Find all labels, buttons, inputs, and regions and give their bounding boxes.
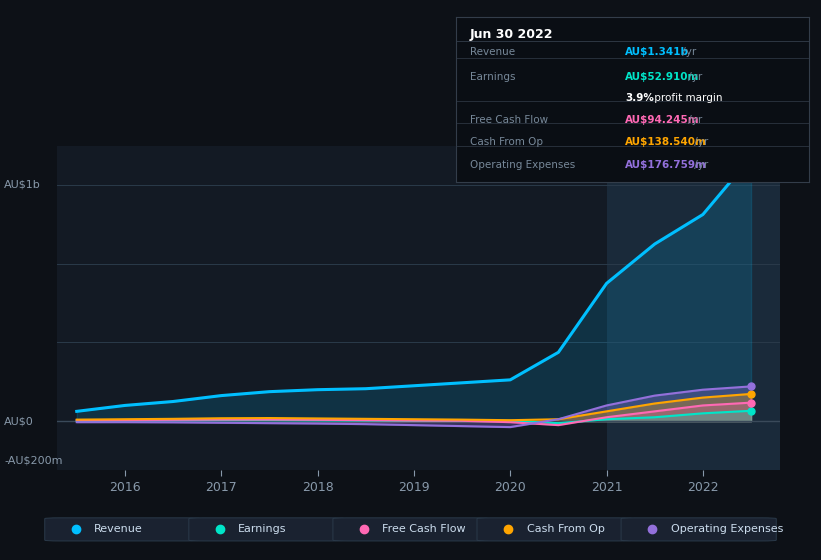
Text: Operating Expenses: Operating Expenses [470, 160, 575, 170]
FancyBboxPatch shape [189, 518, 344, 541]
Text: 3.9%: 3.9% [625, 93, 654, 103]
Text: Cash From Op: Cash From Op [526, 524, 604, 534]
FancyBboxPatch shape [333, 518, 488, 541]
FancyBboxPatch shape [621, 518, 777, 541]
Text: Revenue: Revenue [94, 524, 143, 534]
Text: AU$0: AU$0 [4, 416, 34, 426]
Text: AU$94.245m: AU$94.245m [625, 115, 699, 125]
Text: AU$52.910m: AU$52.910m [625, 72, 699, 82]
Text: profit margin: profit margin [650, 93, 722, 103]
Text: /yr: /yr [679, 46, 696, 57]
Text: Operating Expenses: Operating Expenses [671, 524, 783, 534]
Text: AU$1b: AU$1b [4, 180, 41, 190]
Text: /yr: /yr [686, 72, 703, 82]
Text: Revenue: Revenue [470, 46, 515, 57]
FancyBboxPatch shape [477, 518, 632, 541]
Text: Jun 30 2022: Jun 30 2022 [470, 29, 553, 41]
Text: /yr: /yr [686, 115, 703, 125]
Text: AU$176.759m: AU$176.759m [625, 160, 707, 170]
Text: Cash From Op: Cash From Op [470, 137, 543, 147]
Bar [607, 146, 780, 470]
Text: Earnings: Earnings [470, 72, 516, 82]
Text: /yr: /yr [691, 160, 709, 170]
Text: Free Cash Flow: Free Cash Flow [470, 115, 548, 125]
FancyBboxPatch shape [44, 518, 200, 541]
Text: AU$1.341b: AU$1.341b [625, 46, 689, 57]
Text: Free Cash Flow: Free Cash Flow [383, 524, 466, 534]
Text: AU$138.540m: AU$138.540m [625, 137, 707, 147]
Text: Earnings: Earnings [238, 524, 287, 534]
Text: -AU$200m: -AU$200m [4, 455, 62, 465]
Text: /yr: /yr [691, 137, 709, 147]
